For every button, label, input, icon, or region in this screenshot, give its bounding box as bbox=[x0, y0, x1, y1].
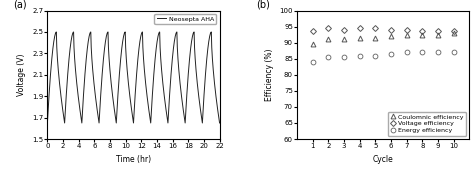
Coulomnic efficiency bbox=[451, 32, 456, 34]
Line: Voltage efficiency: Voltage efficiency bbox=[310, 26, 456, 33]
Energy efficiency bbox=[419, 51, 425, 53]
Coulomnic efficiency bbox=[419, 34, 425, 36]
Y-axis label: Efficiency (%): Efficiency (%) bbox=[265, 49, 274, 101]
Voltage efficiency bbox=[435, 30, 441, 33]
Voltage efficiency bbox=[388, 29, 394, 31]
Energy efficiency bbox=[310, 61, 316, 63]
Voltage efficiency bbox=[419, 30, 425, 33]
X-axis label: Cycle: Cycle bbox=[373, 155, 393, 164]
Voltage efficiency bbox=[341, 29, 347, 31]
Energy efficiency bbox=[451, 51, 456, 53]
Voltage efficiency bbox=[310, 30, 316, 33]
Coulomnic efficiency bbox=[326, 38, 331, 40]
Coulomnic efficiency bbox=[310, 43, 316, 45]
Energy efficiency bbox=[326, 56, 331, 58]
X-axis label: Time (hr): Time (hr) bbox=[116, 155, 151, 164]
Energy efficiency bbox=[435, 51, 441, 53]
Coulomnic efficiency bbox=[341, 38, 347, 40]
Coulomnic efficiency bbox=[373, 37, 378, 39]
Coulomnic efficiency bbox=[435, 34, 441, 36]
Text: (b): (b) bbox=[256, 0, 270, 10]
Energy efficiency bbox=[404, 51, 410, 53]
Coulomnic efficiency bbox=[388, 35, 394, 37]
Legend: Coulomnic efficiency, Voltage efficiency, Energy efficiency: Coulomnic efficiency, Voltage efficiency… bbox=[388, 112, 466, 136]
Energy efficiency bbox=[388, 53, 394, 55]
Coulomnic efficiency bbox=[404, 34, 410, 36]
Energy efficiency bbox=[373, 55, 378, 57]
Voltage efficiency bbox=[404, 29, 410, 31]
Line: Coulomnic efficiency: Coulomnic efficiency bbox=[310, 31, 456, 47]
Text: (a): (a) bbox=[13, 0, 27, 10]
Line: Energy efficiency: Energy efficiency bbox=[310, 50, 456, 64]
Voltage efficiency bbox=[357, 27, 363, 29]
Legend: Neosepta AHA: Neosepta AHA bbox=[155, 14, 217, 24]
Coulomnic efficiency bbox=[357, 37, 363, 39]
Energy efficiency bbox=[341, 56, 347, 58]
Voltage efficiency bbox=[373, 27, 378, 29]
Voltage efficiency bbox=[326, 27, 331, 29]
Voltage efficiency bbox=[451, 30, 456, 33]
Y-axis label: Voltage (V): Voltage (V) bbox=[18, 54, 27, 96]
Energy efficiency bbox=[357, 55, 363, 57]
